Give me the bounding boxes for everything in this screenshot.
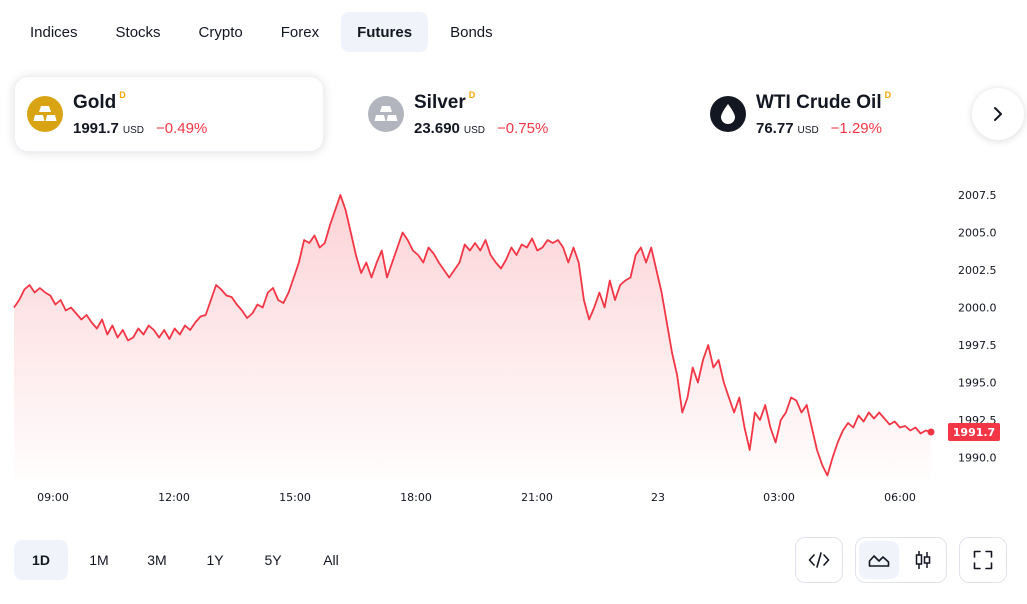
- symbol-currency: USD: [797, 124, 819, 136]
- code-icon: [808, 552, 830, 568]
- chart-style-group: [855, 537, 947, 583]
- fullscreen-group: [959, 537, 1007, 583]
- tab-indices[interactable]: Indices: [30, 23, 78, 41]
- x-tick-label: 09:00: [37, 491, 69, 504]
- tab-futures[interactable]: Futures: [341, 12, 429, 52]
- y-tick-label: 2007.5: [958, 189, 997, 202]
- delayed-badge: D: [119, 89, 126, 100]
- range-5y[interactable]: 5Y: [264, 552, 282, 568]
- x-tick-label: 18:00: [400, 491, 432, 504]
- symbol-change: −1.29%: [830, 119, 882, 137]
- symbol-card-silver[interactable]: Silver D 23.690 USD −0.75%: [356, 76, 666, 152]
- symbol-price: 76.77: [756, 119, 794, 137]
- symbol-name: Silver: [414, 91, 466, 113]
- tab-bonds[interactable]: Bonds: [450, 23, 493, 41]
- symbol-cards: Gold D 1991.7 USD −0.49% Silver D: [14, 76, 1014, 152]
- fullscreen-icon: [973, 550, 993, 570]
- range-3m[interactable]: 3M: [147, 552, 167, 568]
- symbol-change: −0.49%: [156, 119, 208, 137]
- x-tick-label: 03:00: [763, 491, 795, 504]
- fullscreen-button[interactable]: [963, 541, 1003, 579]
- embed-button[interactable]: [799, 541, 839, 579]
- gold-bars-icon: [27, 96, 63, 132]
- x-tick-label: 23: [651, 491, 665, 504]
- delayed-badge: D: [468, 89, 476, 100]
- y-tick-label: 1997.5: [958, 339, 997, 352]
- last-price-label: 1991.7: [953, 426, 995, 439]
- price-line: [13, 194, 932, 477]
- symbol-name: WTI Crude Oil: [756, 91, 882, 113]
- tab-crypto[interactable]: Crypto: [198, 23, 243, 41]
- range-selector: 1D 1M 3M 1Y 5Y All: [14, 540, 358, 580]
- chevron-right-icon: [994, 107, 1002, 121]
- symbol-price: 1991.7: [73, 119, 119, 137]
- x-tick-label: 15:00: [279, 491, 311, 504]
- tab-forex[interactable]: Forex: [280, 23, 320, 41]
- symbol-change: −0.75%: [497, 119, 549, 137]
- symbol-price: 23.690: [414, 119, 460, 137]
- area-chart-button[interactable]: [859, 541, 899, 579]
- last-price-dot: [927, 428, 935, 436]
- y-tick-label: 2005.0: [958, 227, 997, 240]
- x-tick-label: 12:00: [158, 491, 190, 504]
- silver-bars-icon: [368, 96, 404, 132]
- symbol-card-gold[interactable]: Gold D 1991.7 USD −0.49%: [14, 76, 324, 152]
- y-tick-label: 1995.0: [958, 377, 997, 390]
- oil-drop-icon: [710, 96, 746, 132]
- x-tick-label: 06:00: [884, 491, 916, 504]
- symbol-currency: USD: [122, 124, 145, 136]
- tab-stocks[interactable]: Stocks: [115, 23, 161, 41]
- x-tick-label: 21:00: [521, 491, 553, 504]
- market-tabs: Indices Stocks Crypto Forex Futures Bond…: [14, 12, 509, 52]
- y-tick-label: 2002.5: [958, 264, 997, 277]
- next-symbols-button[interactable]: [972, 88, 1024, 140]
- area-chart-icon: [868, 555, 890, 567]
- candlestick-chart-button[interactable]: [903, 541, 943, 579]
- range-1d[interactable]: 1D: [14, 540, 68, 580]
- range-all[interactable]: All: [323, 552, 339, 568]
- price-chart[interactable]: 2007.52005.02002.52000.01997.51995.01992…: [0, 180, 1027, 510]
- range-1m[interactable]: 1M: [89, 552, 109, 568]
- y-tick-label: 2000.0: [958, 302, 997, 315]
- candlestick-icon: [915, 551, 931, 569]
- range-1y[interactable]: 1Y: [206, 552, 224, 568]
- delayed-badge: D: [884, 89, 892, 100]
- last-price-badge: [948, 423, 1000, 441]
- symbol-card-wti-crude-oil[interactable]: WTI Crude Oil D 76.77 USD −1.29%: [698, 76, 988, 152]
- y-tick-label: 1990.0: [958, 452, 997, 465]
- symbol-currency: USD: [463, 124, 486, 136]
- price-area: [14, 195, 931, 480]
- embed-group: [795, 537, 843, 583]
- symbol-name: Gold: [73, 91, 117, 113]
